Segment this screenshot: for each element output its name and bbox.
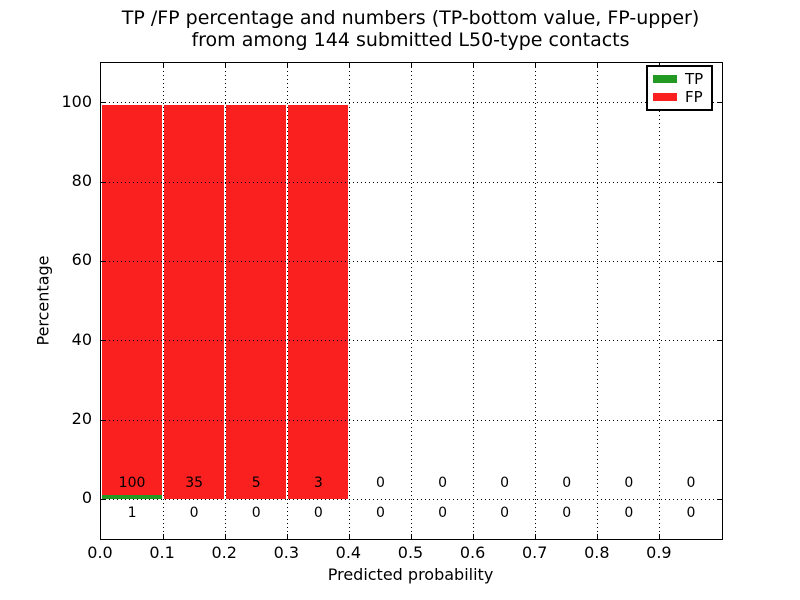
x-tick-mark bbox=[224, 63, 226, 68]
x-tick-label: 0.2 bbox=[211, 543, 237, 562]
y-tick-mark bbox=[101, 102, 106, 104]
fp-count-label: 0 bbox=[624, 475, 634, 491]
x-gridline bbox=[224, 63, 226, 539]
fp-count-label: 0 bbox=[686, 475, 696, 491]
tp-count-label: 0 bbox=[686, 505, 696, 521]
fp-count-label: 0 bbox=[562, 475, 572, 491]
x-tick-mark bbox=[597, 63, 599, 68]
fp-bar bbox=[288, 104, 349, 500]
x-gridline bbox=[286, 63, 288, 539]
x-tick-label: 0.4 bbox=[335, 543, 362, 562]
x-tick-label: 0.8 bbox=[584, 543, 610, 562]
y-tick-label: 80 bbox=[71, 171, 92, 190]
x-gridline bbox=[659, 63, 661, 539]
x-gridline bbox=[535, 63, 537, 539]
legend-label: TP bbox=[685, 69, 704, 88]
x-tick-mark bbox=[224, 534, 226, 539]
x-tick-mark bbox=[411, 63, 412, 68]
x-tick-mark bbox=[659, 534, 661, 539]
x-tick-mark bbox=[286, 63, 288, 68]
x-tick-mark bbox=[535, 534, 537, 539]
y-tick-mark bbox=[101, 498, 106, 500]
tp-count-label: 0 bbox=[438, 505, 448, 521]
legend-swatch-fp bbox=[653, 93, 677, 102]
tp-count-label: 0 bbox=[562, 505, 572, 521]
chart-title: TP /FP percentage and numbers (TP-bottom… bbox=[100, 7, 721, 51]
x-tick-label: 0.3 bbox=[273, 543, 300, 562]
y-tick-mark bbox=[717, 498, 722, 500]
y-tick-mark bbox=[101, 340, 106, 342]
x-tick-mark bbox=[162, 534, 164, 539]
x-tick-mark bbox=[597, 534, 599, 539]
legend: TP FP bbox=[646, 65, 713, 111]
tp-count-label: 0 bbox=[375, 505, 385, 521]
x-tick-label: 0.1 bbox=[149, 543, 175, 562]
chart-title-line1: TP /FP percentage and numbers (TP-bottom… bbox=[121, 7, 700, 29]
fp-count-label: 5 bbox=[251, 475, 261, 491]
fp-count-label: 0 bbox=[375, 475, 385, 491]
y-tick-mark bbox=[717, 260, 722, 262]
x-tick-mark bbox=[411, 534, 412, 539]
tp-bar bbox=[102, 495, 163, 500]
counts-layer: 100 1 35 0 5 0 3 0 0 0 0 0 0 0 0 0 0 0 0 0 bbox=[101, 63, 722, 539]
fp-bar bbox=[226, 104, 287, 500]
fp-count-label: 0 bbox=[500, 475, 510, 491]
x-gridline bbox=[348, 63, 350, 539]
x-tick-label: 0.0 bbox=[87, 543, 113, 562]
legend-entry-fp: FP bbox=[653, 89, 706, 105]
tp-count-label: 0 bbox=[624, 505, 634, 521]
y-tick-mark bbox=[101, 419, 106, 421]
tp-count-label: 0 bbox=[189, 505, 199, 521]
fp-count-label: 100 bbox=[118, 475, 146, 491]
y-tick-label: 40 bbox=[71, 329, 92, 349]
fp-bar bbox=[102, 104, 163, 496]
y-tick-label: 60 bbox=[71, 250, 92, 270]
ticks-layer bbox=[101, 63, 722, 539]
x-tick-label: 0.5 bbox=[397, 543, 424, 562]
tp-count-label: 0 bbox=[251, 505, 261, 521]
fp-bar bbox=[164, 104, 225, 500]
x-axis-label: Predicted probability bbox=[327, 565, 494, 584]
x-gridline bbox=[473, 63, 475, 539]
y-tick-mark bbox=[717, 102, 722, 104]
legend-entry-tp: TP bbox=[653, 71, 706, 87]
x-tick-label: 0.6 bbox=[459, 543, 486, 562]
x-gridline bbox=[162, 63, 164, 539]
bars-layer bbox=[101, 63, 722, 539]
x-tick-label: 0.7 bbox=[521, 543, 548, 562]
legend-swatch-tp bbox=[653, 74, 677, 83]
y-tick-mark bbox=[717, 419, 722, 421]
x-gridline bbox=[597, 63, 599, 539]
fp-count-label: 35 bbox=[185, 475, 204, 491]
fp-count-label: 3 bbox=[313, 475, 323, 491]
legend-label: FP bbox=[685, 88, 703, 107]
tp-count-label: 1 bbox=[127, 505, 137, 521]
y-tick-mark bbox=[101, 181, 106, 183]
y-tick-mark bbox=[717, 181, 722, 183]
x-tick-mark bbox=[473, 534, 475, 539]
y-tick-label: 20 bbox=[71, 409, 92, 428]
fp-count-label: 0 bbox=[438, 475, 448, 491]
x-tick-mark bbox=[348, 63, 350, 68]
plot-area: 100 1 35 0 5 0 3 0 0 0 0 0 0 0 0 0 0 0 0 0 bbox=[100, 62, 723, 540]
y-axis-label-wrap: Percentage bbox=[32, 62, 54, 538]
chart-title-line2: from among 144 submitted L50-type contac… bbox=[191, 29, 630, 51]
tp-count-label: 0 bbox=[500, 505, 510, 521]
tp-count-label: 0 bbox=[313, 505, 323, 521]
y-tick-mark bbox=[717, 340, 722, 342]
y-tick-label: 100 bbox=[61, 91, 92, 111]
x-tick-label: 0.9 bbox=[646, 543, 672, 562]
x-tick-mark bbox=[535, 63, 537, 68]
x-tick-mark bbox=[348, 534, 350, 539]
x-gridline bbox=[411, 63, 412, 539]
y-tick-label: 0 bbox=[81, 488, 92, 508]
x-tick-mark bbox=[473, 63, 475, 68]
grid-layer bbox=[101, 63, 722, 539]
y-tick-mark bbox=[101, 260, 106, 262]
y-axis-label: Percentage bbox=[33, 254, 53, 346]
x-tick-mark bbox=[286, 534, 288, 539]
x-tick-mark bbox=[162, 63, 164, 68]
